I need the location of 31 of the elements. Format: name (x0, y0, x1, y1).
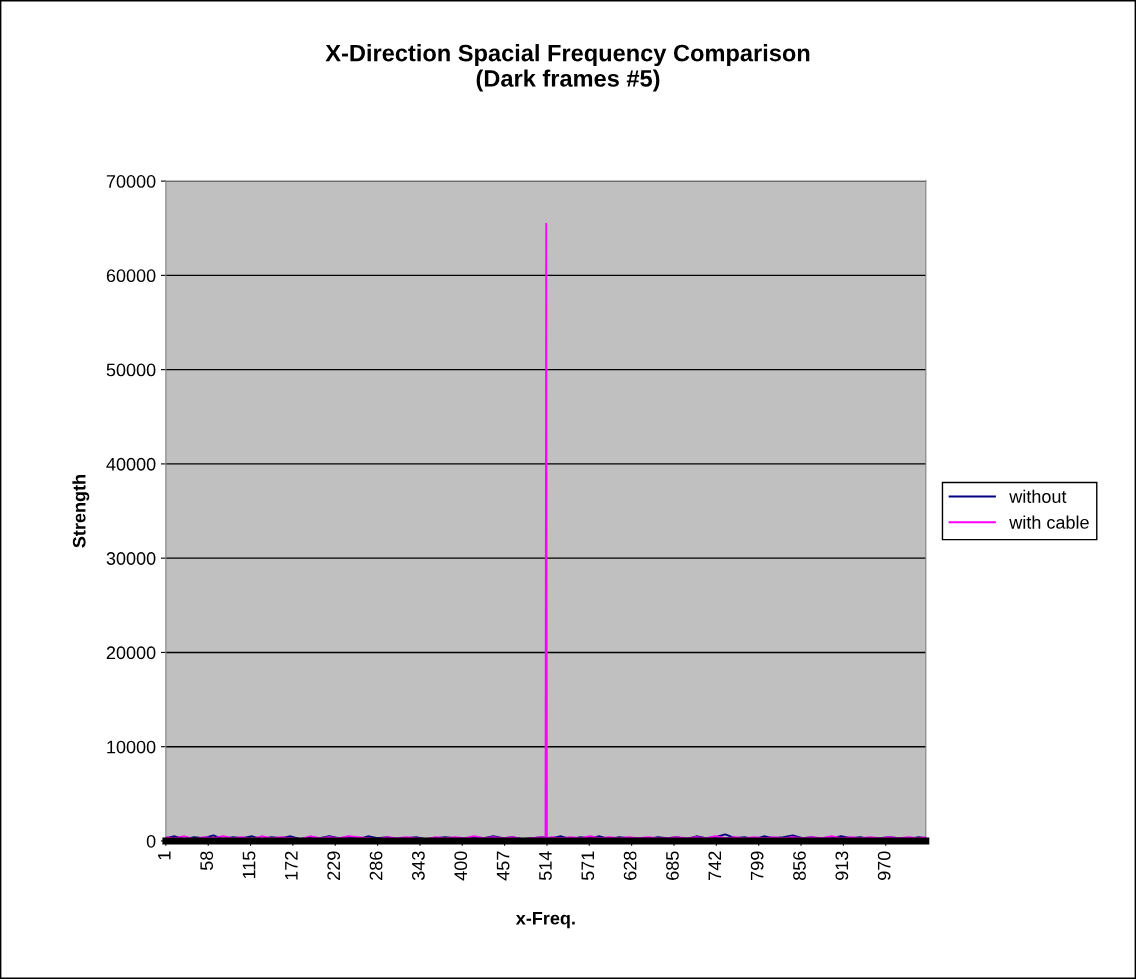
x-tick-label: 400 (454, 851, 468, 881)
x-tick-label: 1 (158, 851, 171, 860)
y-tick-label: 70000 (106, 175, 156, 188)
legend-label: without (1009, 489, 1067, 503)
y-tick-label: 50000 (106, 363, 156, 377)
legend-label: with cable (1009, 515, 1089, 529)
x-tick-label: 571 (581, 851, 595, 881)
y-tick-label: 10000 (107, 740, 156, 754)
y-tick-label: 0 (146, 834, 156, 848)
y-tick-label: 30000 (106, 552, 156, 565)
y-tick-label: 60000 (106, 269, 156, 283)
x-tick-label: 229 (327, 851, 341, 880)
y-axis-title: Strength (72, 475, 90, 548)
y-tick-label: 40000 (106, 457, 156, 471)
x-tick-label: 115 (242, 851, 256, 879)
x-tick-label: 970 (877, 851, 891, 880)
x-tick-label: 742 (708, 851, 722, 880)
x-tick-label: 514 (539, 851, 552, 881)
x-tick-label: 343 (411, 851, 425, 881)
x-axis-title: x-Freq. (515, 912, 575, 929)
x-tick-label: 799 (750, 851, 764, 880)
chart-title: X-Direction Spacial Frequency Comparison (Dark frames #5) (325, 44, 810, 92)
x-tick-label: 628 (623, 851, 637, 880)
x-tick-label: 913 (835, 851, 849, 880)
x-tick-label: 286 (369, 851, 383, 880)
x-tick-label: 172 (284, 851, 298, 880)
x-tick-label: 856 (793, 851, 806, 881)
x-tick-label: 685 (666, 851, 679, 880)
y-tick-label: 20000 (106, 646, 156, 660)
x-tick-label: 457 (496, 851, 510, 881)
x-tick-label: 58 (200, 851, 214, 871)
